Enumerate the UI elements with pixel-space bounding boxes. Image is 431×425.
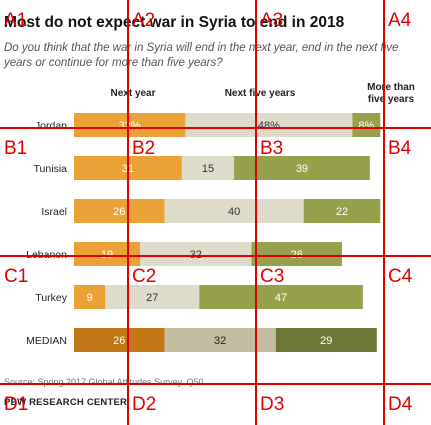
bar-median-next-five-years [164,328,276,352]
bar-lebanon-more-than-five-years [251,242,342,266]
data-label-turkey-next-year: 9 [87,292,93,304]
column-header-next-year: Next year [110,88,156,99]
data-label-median-more-than-five-years: 29 [320,335,332,347]
data-label-israel-more-than-five-years: 22 [336,206,348,218]
data-label-median-next-five-years: 32 [214,335,226,347]
bar-jordan-more-than-five-years [352,113,381,137]
data-label-tunisia-next-year: 31 [122,163,134,175]
chart-subtitle: Do you think that the war in Syria will … [4,42,399,69]
category-label-turkey: Turkey [35,292,67,304]
category-label-jordan: Jordan [35,120,67,132]
organization-name: PEW RESEARCH CENTER [4,397,128,408]
category-label-median: MEDIAN [26,335,67,347]
bar-israel-next-year [74,199,165,223]
category-label-tunisia: Tunisia [34,163,68,175]
column-header-next-five-years: Next five years [224,88,296,99]
data-label-lebanon-next-year: 19 [101,249,113,261]
data-label-median-next-year: 26 [113,335,125,347]
bar-median-more-than-five-years [275,328,377,352]
bar-lebanon-next-five-years [140,242,252,266]
data-label-jordan-next-five-years: 48% [258,120,280,132]
chart-title: Most do not expect war in Syria to end i… [4,14,345,31]
data-label-jordan-more-than-five-years: 8% [358,120,374,132]
data-label-israel-next-year: 26 [113,206,125,218]
data-label-jordan-next-year: 32% [119,120,141,132]
data-label-lebanon-more-than-five-years: 26 [291,249,303,261]
bar-median-next-year [74,328,165,352]
bar-turkey-next-five-years [105,285,200,309]
data-label-israel-next-five-years: 40 [228,206,240,218]
source-note: Source: Spring 2017 Global Attitudes Sur… [4,377,206,387]
category-label-lebanon: Lebanon [26,249,67,261]
bar-jordan-next-year [74,113,186,137]
data-label-turkey-more-than-five-years: 47 [275,292,287,304]
data-label-tunisia-more-than-five-years: 39 [296,163,308,175]
bar-turkey-next-year [74,285,106,309]
data-label-turkey-next-five-years: 27 [146,292,158,304]
bar-tunisia-next-five-years [181,156,235,180]
category-label-israel: Israel [41,206,67,218]
column-header-more-than-five-years: More than five years [367,82,415,105]
data-label-lebanon-next-five-years: 32 [190,249,202,261]
data-label-tunisia-next-five-years: 15 [202,163,214,175]
bar-turkey-more-than-five-years [199,285,363,309]
bar-jordan-next-five-years [185,113,353,137]
bar-lebanon-next-year [74,242,141,266]
bar-israel-more-than-five-years [303,199,381,223]
bar-israel-next-five-years [164,199,304,223]
